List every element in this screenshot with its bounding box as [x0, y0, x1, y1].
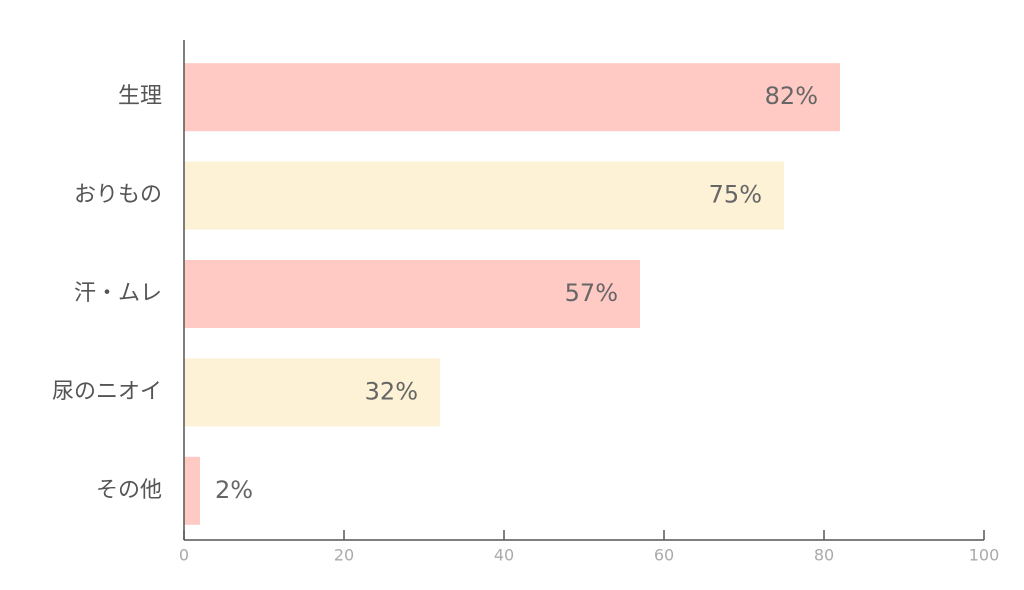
- x-tick-label: 80: [814, 546, 834, 565]
- value-label: 2%: [215, 476, 253, 504]
- category-label: 生理: [118, 84, 162, 109]
- category-label: 汗・ムレ: [74, 281, 162, 306]
- category-label: その他: [96, 478, 162, 503]
- x-tick-label: 0: [179, 546, 189, 565]
- bar: [184, 456, 200, 525]
- x-tick-label: 100: [969, 546, 1000, 565]
- x-tick-label: 60: [654, 546, 674, 565]
- category-label: 尿のニオイ: [52, 379, 162, 404]
- bar: [184, 260, 640, 328]
- bar: [184, 161, 784, 230]
- x-tick-label: 40: [494, 546, 514, 565]
- x-tick-label: 20: [334, 546, 354, 565]
- value-label: 75%: [709, 181, 762, 209]
- bar: [184, 358, 440, 427]
- value-label: 32%: [365, 377, 418, 405]
- value-label: 82%: [765, 82, 818, 110]
- bar: [184, 63, 840, 132]
- value-label: 57%: [565, 279, 618, 307]
- category-label: おりもの: [74, 183, 162, 208]
